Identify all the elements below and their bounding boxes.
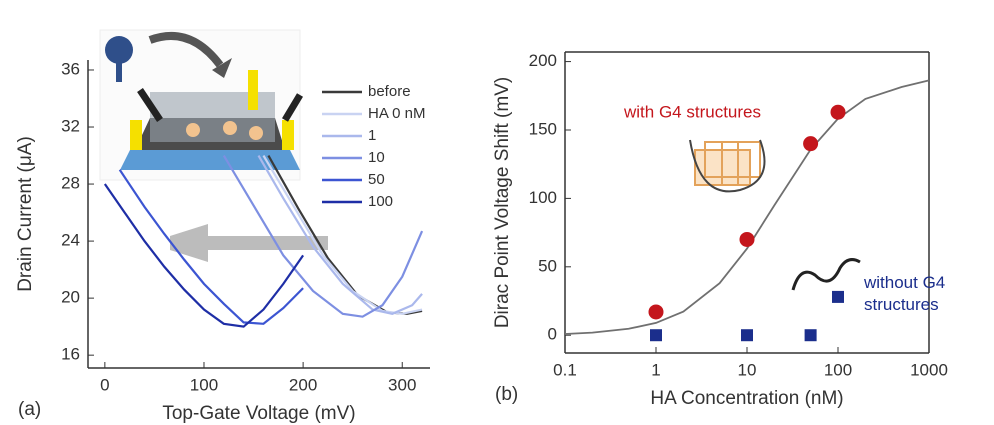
point xyxy=(650,329,662,342)
line xyxy=(103,183,305,328)
line xyxy=(257,154,423,315)
y-tick-label: 28 xyxy=(61,174,80,193)
y-tick-label: 150 xyxy=(529,119,557,138)
g4-illustration xyxy=(689,139,766,193)
x-tick-label: 200 xyxy=(289,375,317,394)
y-tick-label: 200 xyxy=(529,51,557,70)
y-axis-label: Drain Current (μA) xyxy=(15,136,36,292)
x-tick-label: 100 xyxy=(190,375,218,394)
x-tick-label: 0 xyxy=(100,375,109,394)
point xyxy=(739,231,755,247)
point xyxy=(741,329,753,342)
y-tick-label: 50 xyxy=(538,256,557,275)
x-tick-label: 300 xyxy=(388,375,416,394)
panel-label: (a) xyxy=(18,399,41,420)
legend-label: 10 xyxy=(368,149,385,166)
y-tick-label: 36 xyxy=(61,59,80,78)
x-tick-label: 100 xyxy=(824,360,852,379)
y-axis-label: Dirac Point Voltage Shift (mV) xyxy=(492,77,513,328)
device-illustration xyxy=(99,29,304,181)
legend-label: 50 xyxy=(368,171,385,188)
y-tick-label: 32 xyxy=(61,117,80,136)
y-tick-label: 16 xyxy=(61,345,80,364)
x-axis-label: HA Concentration (nM) xyxy=(650,388,843,409)
y-tick-label: 0 xyxy=(548,325,557,344)
point xyxy=(832,290,844,303)
fit-curve xyxy=(564,79,930,335)
point xyxy=(804,329,817,342)
annotation: without G4 structures xyxy=(864,273,946,314)
x-tick-label: 1 xyxy=(651,360,660,379)
point xyxy=(648,304,664,320)
y-tick-label: 100 xyxy=(529,188,557,207)
legend-label: before xyxy=(368,83,411,100)
legend-label: 100 xyxy=(368,193,393,210)
legend-label: HA 0 nM xyxy=(368,105,426,122)
shift-arrow xyxy=(170,224,328,262)
point xyxy=(830,104,846,120)
y-tick-label: 20 xyxy=(61,288,80,307)
y-tick-label: 24 xyxy=(61,231,80,250)
point xyxy=(803,136,819,152)
x-tick-label: 0.1 xyxy=(553,360,577,379)
x-axis-label: Top-Gate Voltage (mV) xyxy=(162,403,355,424)
wave-illustration xyxy=(791,258,861,291)
x-tick-label: 10 xyxy=(738,360,757,379)
panel-label: (b) xyxy=(495,384,518,405)
x-tick-label: 1000 xyxy=(910,360,948,379)
legend-label: 1 xyxy=(368,127,376,144)
line xyxy=(118,169,304,325)
line xyxy=(222,154,424,318)
annotation: with G4 structures xyxy=(623,102,761,121)
